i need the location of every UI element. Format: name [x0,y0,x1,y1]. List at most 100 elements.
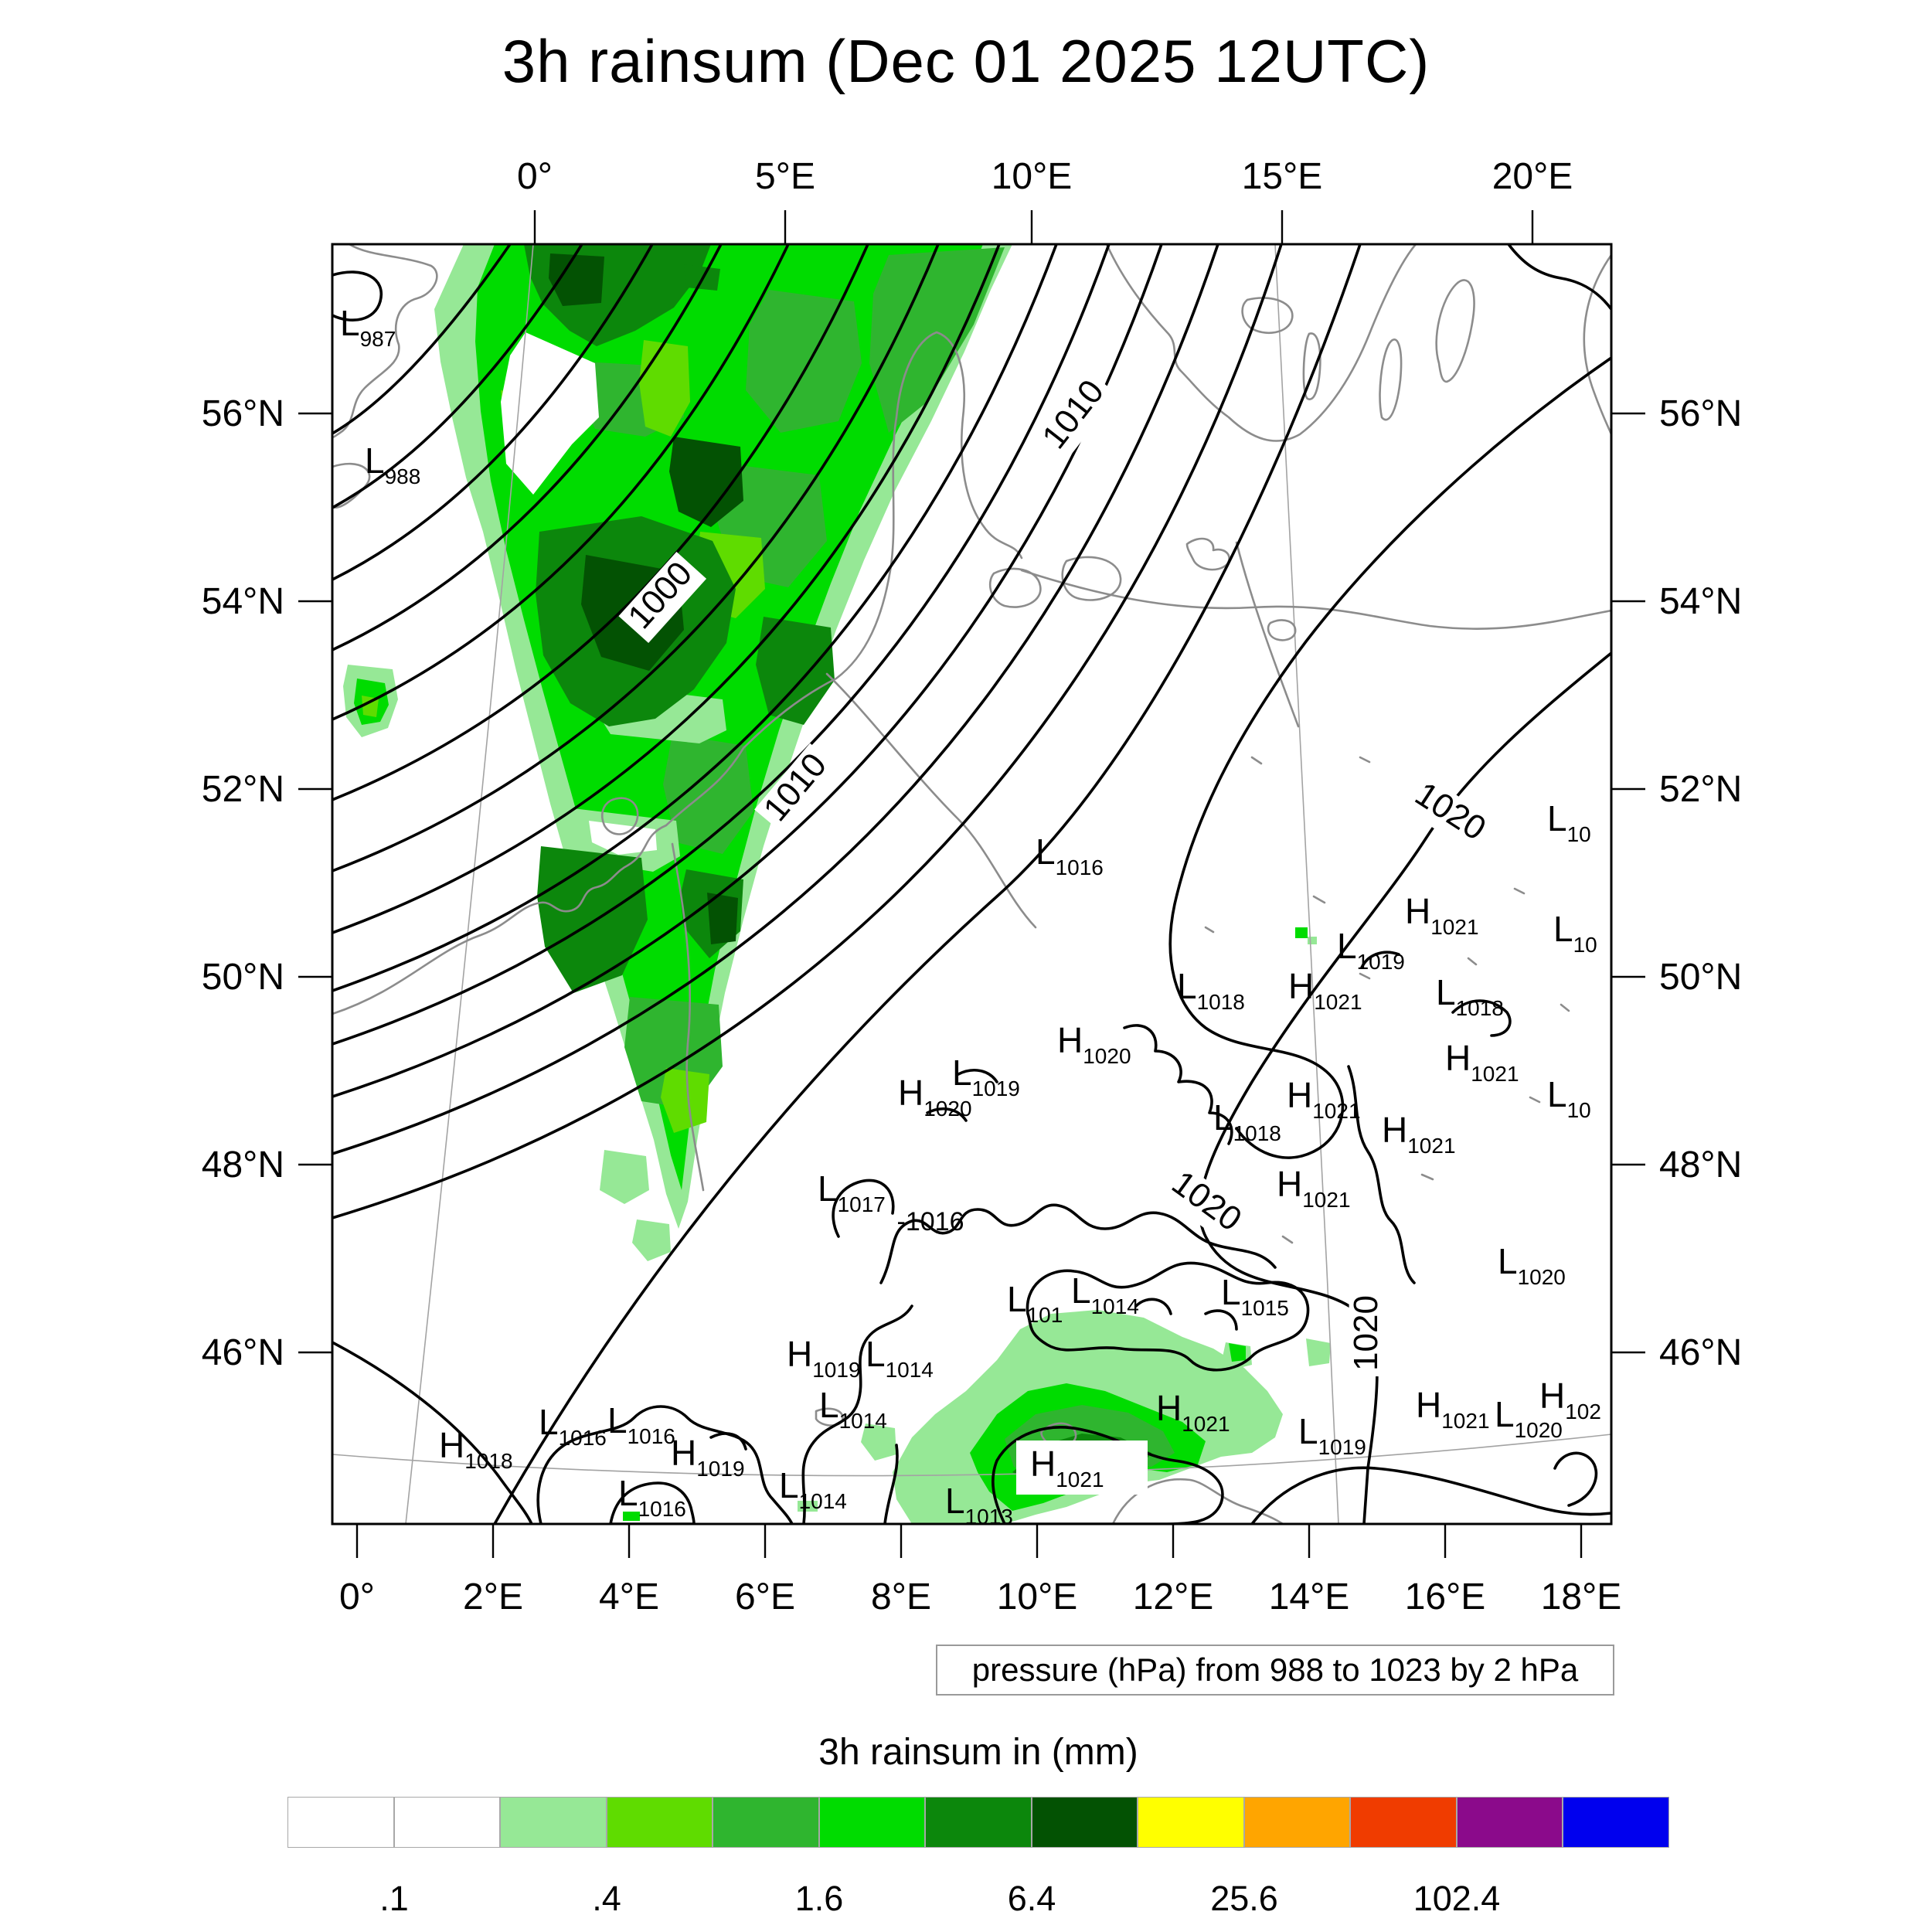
axis-label-left: 46°N [202,1332,284,1373]
marker-text: H102 [1539,1376,1601,1423]
axis-left: 56°N 54°N 52°N 50°N 48°N 46°N [202,393,332,1373]
axis-label-bottom: 12°E [1133,1577,1214,1617]
marker-text: L1015 [1221,1272,1289,1320]
marker-text: H1021 [1405,891,1479,939]
colorbar-label: .1 [379,1879,409,1918]
low-pressure-marker: L1018 [1213,1097,1281,1145]
marker-text: H1021 [1445,1038,1519,1086]
low-pressure-marker: L1018 [1177,966,1245,1014]
axis-label-bottom: 6°E [735,1577,795,1617]
axis-label-top: 10°E [992,156,1073,197]
rain-field [343,244,1331,1524]
colorbar-cell [606,1797,713,1848]
low-pressure-marker: L1016 [607,1400,675,1448]
axis-label-right: 50°N [1659,957,1742,998]
axis-label-bottom: 2°E [463,1577,523,1617]
contour-label: 1020 [1401,773,1496,855]
colorbar-label: 1.6 [794,1879,844,1918]
marker-text: L988 [365,440,420,488]
marker-text: H1021 [1287,1075,1361,1123]
high-pressure-marker: H1021 [1287,1075,1361,1123]
page-title: 3h rainsum (Dec 01 2025 12UTC) [502,27,1430,95]
high-pressure-marker: H102 [1539,1376,1601,1423]
high-pressure-marker: H1021 [1382,1110,1456,1158]
axis-label-top: 15°E [1242,156,1323,197]
axis-top: 0° 5°E 10°E 15°E 20°E [517,156,1573,244]
marker-text: L1018 [1213,1097,1281,1145]
colorbar-label: 6.4 [1007,1879,1056,1918]
low-pressure-marker: L101 [1007,1279,1063,1327]
contour-label-text: 1020 [1347,1295,1385,1371]
axis-label-bottom: 18°E [1541,1577,1622,1617]
colorbar-cell [818,1797,925,1848]
marker-text: H1019 [787,1334,861,1382]
low-pressure-marker: L1019 [1337,926,1405,974]
meridian-0deg [405,244,534,1524]
axis-label-top: 20°E [1492,156,1573,197]
low-pressure-marker: L1018 [1436,972,1504,1020]
axis-label-right: 56°N [1659,393,1742,434]
colorbar-label: 25.6 [1210,1879,1278,1918]
legend-title: 3h rainsum in (mm) [818,1732,1138,1773]
high-pressure-marker: H1021 [1405,891,1479,939]
low-pressure-marker: L1019 [1298,1411,1366,1459]
marker-text: H1018 [439,1425,513,1473]
colorbar-label: .4 [592,1879,621,1918]
marker-text: H1021 [1416,1385,1490,1433]
high-pressure-marker: H1018 [439,1425,513,1473]
marker-text: L1016 [539,1402,607,1450]
axis-label-bottom: 10°E [997,1577,1078,1617]
low-pressure-marker: L1013 [945,1481,1013,1529]
marker-text: L1018 [1177,966,1245,1014]
marker-text: L1014 [1071,1270,1139,1318]
marker-text: H1019 [671,1433,745,1481]
high-pressure-marker: H1021 [1016,1440,1148,1495]
low-pressure-marker: L1016 [1036,832,1104,879]
colorbar-cell [713,1797,819,1848]
marker-text: L1016 [618,1473,686,1521]
low-pressure-marker: L1016 [618,1473,686,1521]
colorbar-cell [1031,1797,1138,1848]
axis-label-bottom: 8°E [871,1577,931,1617]
marker-text: L1013 [945,1481,1013,1529]
marker-text: L987 [340,303,396,351]
marker-text: H1021 [1030,1444,1104,1492]
marker-text: H1021 [1382,1110,1456,1158]
high-pressure-marker: H1021 [1288,966,1362,1014]
marker-text: L1019 [952,1053,1020,1100]
axis-label-left: 54°N [202,581,284,622]
marker-box [1016,1440,1148,1495]
axis-label-bottom: 16°E [1405,1577,1486,1617]
contour-label: 1010 [1032,369,1118,463]
contour-label-text: -1016 [897,1207,964,1236]
marker-text: L1014 [866,1334,934,1382]
contour-label-box [1401,773,1496,855]
low-pressure-marker: L1020 [1495,1394,1563,1442]
low-pressure-marker: L1015 [1221,1272,1289,1320]
marker-text: L10 [1547,798,1591,846]
contour-label-box [1032,369,1118,463]
colorbar-cell [925,1797,1032,1848]
axis-label-left: 50°N [202,957,284,998]
colorbar-cell [393,1797,500,1848]
low-pressure-marker: L10 [1547,1074,1591,1122]
colorbar-cell [1456,1797,1563,1848]
colorbar-cell [500,1797,607,1848]
marker-text: L1017 [818,1168,886,1216]
colorbar-cell [287,1797,394,1848]
high-pressure-marker: H1021 [1416,1385,1490,1433]
marker-text: L1016 [607,1400,675,1448]
low-pressure-marker: L1014 [779,1465,847,1513]
marker-text: L1019 [1337,926,1405,974]
low-pressure-marker: L1014 [819,1385,887,1433]
marker-text: H1021 [1288,966,1362,1014]
axis-label-left: 48°N [202,1145,284,1185]
parallel-45deg [332,1434,1611,1477]
colorbar-cell [1138,1797,1244,1848]
contour-label: 1020 [1347,1290,1389,1376]
high-pressure-marker: H1021 [1156,1388,1230,1436]
marker-text: L10 [1553,909,1597,957]
marker-text: H1020 [1057,1020,1131,1068]
marker-text: L1016 [1036,832,1104,879]
